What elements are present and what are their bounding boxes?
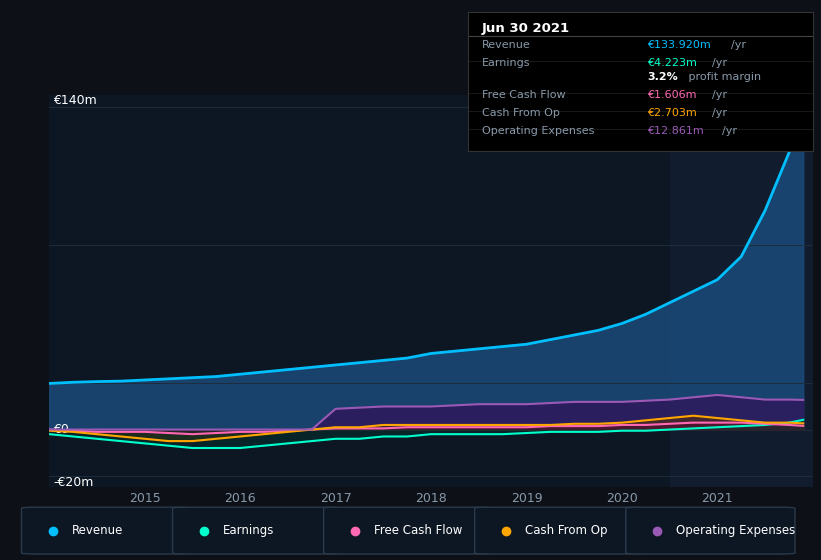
Text: /yr: /yr — [713, 58, 727, 68]
Text: /yr: /yr — [713, 108, 727, 118]
Text: €12.861m: €12.861m — [647, 126, 704, 136]
FancyBboxPatch shape — [626, 507, 795, 554]
Text: /yr: /yr — [722, 126, 736, 136]
Text: Free Cash Flow: Free Cash Flow — [374, 524, 462, 537]
Text: €2.703m: €2.703m — [647, 108, 697, 118]
Text: Earnings: Earnings — [482, 58, 530, 68]
Text: Revenue: Revenue — [72, 524, 123, 537]
Text: Revenue: Revenue — [482, 40, 530, 50]
FancyBboxPatch shape — [475, 507, 644, 554]
Text: Cash From Op: Cash From Op — [482, 108, 560, 118]
Text: 3.2%: 3.2% — [647, 72, 678, 82]
FancyBboxPatch shape — [21, 507, 190, 554]
Text: Free Cash Flow: Free Cash Flow — [482, 90, 566, 100]
FancyBboxPatch shape — [172, 507, 342, 554]
Text: /yr: /yr — [713, 90, 727, 100]
Text: €0: €0 — [53, 423, 69, 436]
Text: €140m: €140m — [53, 94, 97, 107]
Text: €133.920m: €133.920m — [647, 40, 711, 50]
Text: Cash From Op: Cash From Op — [525, 524, 608, 537]
Text: €1.606m: €1.606m — [647, 90, 697, 100]
Text: €4.223m: €4.223m — [647, 58, 697, 68]
Text: profit margin: profit margin — [685, 72, 760, 82]
Text: Earnings: Earnings — [223, 524, 274, 537]
Bar — [670, 95, 813, 487]
Text: -€20m: -€20m — [53, 475, 94, 489]
Text: Operating Expenses: Operating Expenses — [677, 524, 796, 537]
Text: Jun 30 2021: Jun 30 2021 — [482, 22, 570, 35]
Text: /yr: /yr — [731, 40, 746, 50]
FancyBboxPatch shape — [323, 507, 493, 554]
Text: Operating Expenses: Operating Expenses — [482, 126, 594, 136]
